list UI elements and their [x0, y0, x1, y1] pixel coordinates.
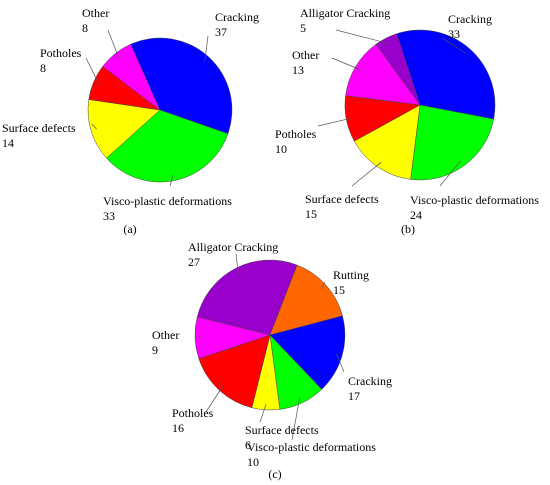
leader-line — [317, 117, 353, 127]
slice-value: 17 — [348, 389, 360, 403]
slice-label: Potholes — [275, 127, 317, 141]
slice-value: 37 — [215, 25, 227, 39]
slice-value: 33 — [448, 27, 460, 41]
slice-value: 6 — [245, 438, 251, 452]
slice-value: 5 — [300, 21, 306, 35]
leader-line — [321, 281, 326, 290]
slice-value: 13 — [292, 63, 304, 77]
slice-label: Visco-plastic deformations — [247, 440, 376, 454]
pie-slice — [87, 99, 161, 159]
slice-label: Cracking — [348, 374, 392, 388]
slice-label: Other — [152, 328, 179, 342]
leader-line — [205, 385, 224, 413]
slice-label: Potholes — [172, 406, 214, 420]
slice-value: 24 — [410, 208, 422, 222]
slice-label: Alligator Cracking — [188, 240, 278, 254]
pie-slice — [345, 43, 421, 106]
slice-label: Other — [292, 48, 319, 62]
leader-line — [235, 253, 239, 274]
pie-slice — [102, 43, 161, 111]
slice-label: Potholes — [40, 46, 82, 60]
leader-line — [335, 29, 389, 44]
slice-value: 10 — [275, 142, 287, 156]
slice-value: 9 — [152, 343, 158, 357]
slice-value: 15 — [305, 207, 317, 221]
slice-label: Other — [82, 6, 109, 20]
slice-label: Cracking — [215, 10, 259, 24]
slice-label: Surface defects — [245, 423, 319, 437]
slice-label: Rutting — [333, 268, 369, 282]
pie-slice — [269, 264, 343, 336]
caption: (b) — [401, 222, 415, 236]
slice-label: Cracking — [448, 12, 492, 26]
pie-slice — [106, 109, 229, 183]
pie-slice — [396, 29, 496, 120]
pie-slice — [198, 334, 271, 409]
leader-line — [291, 397, 301, 441]
slice-label: Surface defects — [2, 121, 76, 135]
pie-slice — [196, 259, 298, 336]
slice-value: 8 — [40, 61, 46, 75]
pie-slice — [130, 37, 233, 134]
pie-slice — [269, 315, 346, 390]
leader-line — [441, 37, 466, 54]
leader-line — [336, 353, 345, 373]
caption: (a) — [123, 222, 136, 236]
slice-value: 27 — [188, 255, 200, 269]
pie-slice — [194, 316, 271, 359]
slice-value: 10 — [247, 455, 259, 469]
slice-label: Visco-plastic deformations — [410, 193, 539, 207]
slice-value: 33 — [103, 209, 115, 223]
slice-value: 8 — [82, 21, 88, 35]
leader-line — [331, 57, 361, 71]
leader-line — [351, 161, 382, 187]
leader-line — [169, 174, 174, 187]
pie-slice — [353, 104, 421, 180]
leader-line — [91, 123, 97, 130]
pie-slice — [375, 33, 421, 106]
slice-value: 16 — [172, 421, 184, 435]
leader-line — [85, 57, 100, 85]
slice-value: 15 — [333, 283, 345, 297]
leader-line — [204, 35, 209, 62]
slice-value: 14 — [2, 136, 14, 150]
leader-line — [197, 335, 202, 338]
leader-line — [107, 29, 120, 59]
leader-line — [259, 403, 267, 423]
slice-label: Visco-plastic deformations — [103, 194, 232, 208]
slice-label: Surface defects — [305, 192, 379, 206]
pie-slice — [410, 104, 494, 181]
leader-line — [439, 160, 461, 187]
slice-label: Alligator Cracking — [300, 6, 390, 20]
caption: (c) — [268, 467, 281, 481]
